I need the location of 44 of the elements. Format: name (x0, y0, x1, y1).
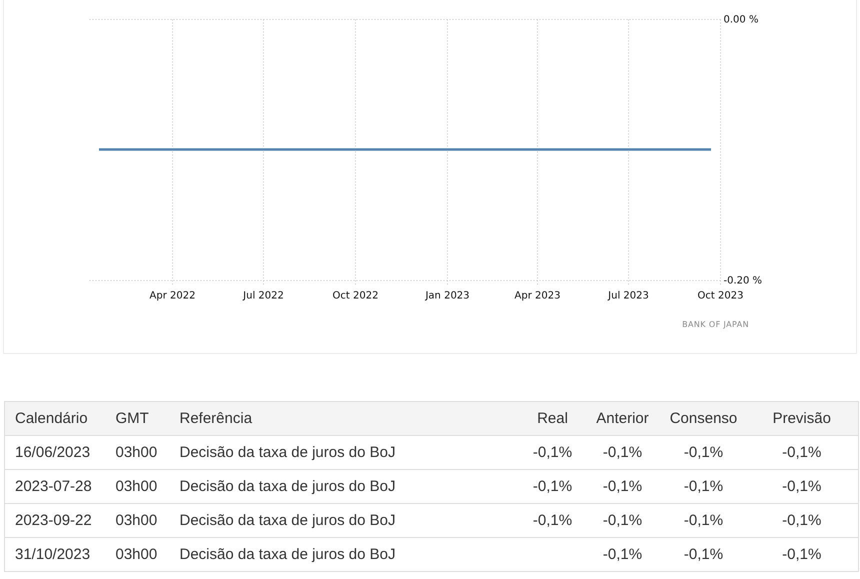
text: -0,1% (532, 512, 572, 529)
text: 03h00 (116, 512, 158, 529)
x-tick-label: Jan 2023 (424, 290, 470, 302)
text: -0,1% (684, 512, 724, 529)
text: -0,1% (602, 546, 642, 563)
text: -0,1% (782, 512, 822, 529)
text: -0,1% (532, 478, 572, 495)
category-label: Calendário (15, 410, 88, 427)
text: -0,1% (602, 512, 642, 529)
text: BANK OF JAPAN (682, 320, 749, 329)
text: 2023-07-28 (15, 478, 92, 495)
text: 16/06/2023 (15, 444, 90, 461)
text: Decisão da taxa de juros do BoJ (180, 546, 396, 563)
text: 03h00 (116, 444, 158, 461)
x-tick-label: Jul 2023 (607, 290, 649, 302)
category-label: GMT (116, 410, 149, 427)
category-label: Anterior (596, 410, 649, 427)
text: -0,1% (782, 444, 822, 461)
text: 03h00 (116, 546, 158, 563)
x-tick-label: Oct 2023 (698, 290, 744, 302)
text: -0,1% (684, 478, 724, 495)
text: -0,1% (602, 478, 642, 495)
text: 03h00 (116, 478, 158, 495)
x-tick-label: Jul 2022 (242, 290, 284, 302)
category-label: Real (537, 410, 568, 427)
text: 31/10/2023 (15, 546, 90, 563)
text: Decisão da taxa de juros do BoJ (180, 444, 396, 461)
category-label: Referência (180, 410, 252, 427)
text: 2023-09-22 (15, 512, 92, 529)
text: -0,1% (684, 546, 724, 563)
text: Decisão da taxa de juros do BoJ (180, 478, 396, 495)
y-tick-label: -0.20 % (724, 276, 762, 286)
category-label: Previsão (772, 410, 831, 427)
text: Decisão da taxa de juros do BoJ (180, 512, 396, 529)
x-tick-label: Apr 2023 (514, 290, 560, 302)
text: -0,1% (782, 546, 822, 563)
x-tick-label: Apr 2022 (150, 290, 196, 302)
y-tick-label: 0.00 % (724, 14, 758, 26)
category-label: Consenso (670, 410, 738, 427)
text: -0,1% (532, 444, 572, 461)
text: -0,1% (684, 444, 724, 461)
x-tick-label: Oct 2022 (332, 290, 378, 302)
text: -0,1% (782, 478, 822, 495)
text: -0,1% (602, 444, 642, 461)
